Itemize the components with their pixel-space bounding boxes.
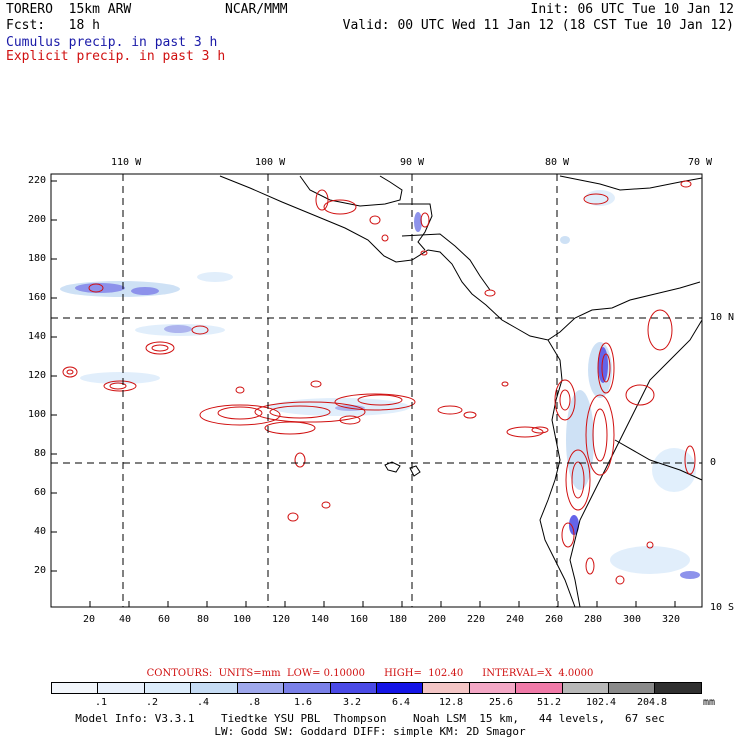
y-tick: 200: [28, 214, 47, 225]
legend-swatch: [52, 683, 99, 693]
contour-info: CONTOURS: UNITS=mm LOW= 0.10000 HIGH= 10…: [146, 668, 594, 679]
legend-swatch: [655, 683, 701, 693]
x-tick: 320: [662, 614, 681, 625]
x-tick: 200: [428, 614, 447, 625]
y-tick: 100: [28, 409, 47, 420]
legend-swatch: [376, 683, 424, 693]
legend-swatch: [191, 683, 238, 693]
x-tick: 120: [272, 614, 291, 625]
tick-marks: [51, 180, 676, 607]
x-tick: 180: [389, 614, 408, 625]
x-tick: 280: [584, 614, 603, 625]
y-tick: 140: [28, 331, 47, 342]
legend-swatch: [562, 683, 610, 693]
legend-swatch: [144, 683, 192, 693]
legend-value: .1: [94, 697, 108, 708]
legend-value: 3.2: [342, 697, 362, 708]
valid-time: Valid: 00 UTC Wed 11 Jan 12 (18 CST Tue …: [342, 18, 734, 33]
organization: NCAR/MMM: [225, 2, 288, 17]
lon-label-110w: 110 W: [111, 157, 142, 168]
model-info-line2: LW: Godd SW: Goddard DIFF: simple KM: 2D…: [214, 725, 526, 738]
y-tick: 160: [28, 292, 47, 303]
cumulus-label: Cumulus precip. in past 3 h: [6, 35, 218, 50]
forecast-hour: Fcst: 18 h: [6, 18, 100, 33]
legend-swatch: [98, 683, 145, 693]
lon-label-100w: 100 W: [255, 157, 286, 168]
legend-value: .2: [145, 697, 159, 708]
y-tick: 180: [28, 253, 47, 264]
x-tick: 20: [83, 614, 96, 625]
legend-swatch: [284, 683, 331, 693]
x-tick: 220: [467, 614, 486, 625]
coastlines: [219, 175, 703, 608]
x-tick: 60: [158, 614, 171, 625]
explicit-contours: [62, 180, 696, 585]
grid-lines: [51, 174, 702, 607]
lon-label-70w: 70 W: [688, 157, 713, 168]
model-name: TORERO 15km ARW: [6, 2, 132, 17]
y-tick: 20: [34, 565, 47, 576]
y-tick: 220: [28, 175, 47, 186]
x-tick: 80: [197, 614, 210, 625]
legend-value: .8: [247, 697, 261, 708]
legend-swatch: [609, 683, 656, 693]
model-info-line1: Model Info: V3.3.1 Tiedtke YSU PBL Thomp…: [75, 712, 665, 725]
legend-swatch: [330, 683, 377, 693]
legend-swatch: [469, 683, 517, 693]
legend-value: 51.2: [536, 697, 562, 708]
x-tick: 300: [623, 614, 642, 625]
legend-value: 6.4: [391, 697, 411, 708]
y-tick: 120: [28, 370, 47, 381]
explicit-label: Explicit precip. in past 3 h: [6, 49, 226, 64]
y-tick: 80: [34, 448, 47, 459]
x-tick: 260: [545, 614, 564, 625]
lon-label-90w: 90 W: [400, 157, 425, 168]
legend-value: 25.6: [488, 697, 514, 708]
legend-swatch: [237, 683, 285, 693]
lon-label-80w: 80 W: [545, 157, 570, 168]
lat-label-10s: 10 S: [710, 602, 735, 613]
legend-value: 102.4: [585, 697, 617, 708]
legend-value: 204.8: [636, 697, 668, 708]
x-tick: 140: [311, 614, 330, 625]
y-tick: 40: [34, 526, 47, 537]
legend-colorbar: [51, 682, 702, 694]
legend-swatch: [423, 683, 470, 693]
x-tick: 100: [233, 614, 252, 625]
init-time: Init: 06 UTC Tue 10 Jan 12: [530, 2, 735, 17]
lat-label-10n: 10 N: [710, 312, 735, 323]
legend-value: .4: [196, 697, 210, 708]
legend-unit: mm: [703, 697, 716, 708]
x-tick: 40: [119, 614, 132, 625]
legend-value: 1.6: [293, 697, 313, 708]
legend-value: 12.8: [438, 697, 464, 708]
y-tick: 60: [34, 487, 47, 498]
x-tick: 240: [506, 614, 525, 625]
lat-label-0: 0: [710, 457, 717, 468]
x-tick: 160: [350, 614, 369, 625]
legend-swatch: [516, 683, 563, 693]
